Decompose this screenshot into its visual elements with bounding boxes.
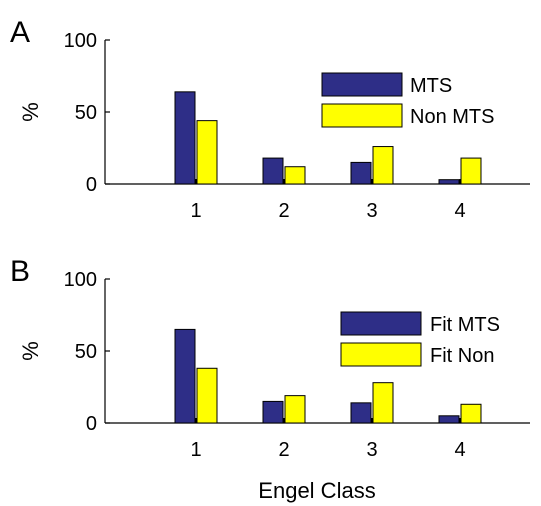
panel-1-legend-swatch [321, 72, 403, 97]
panel-2-bar-fit-non-3 [372, 382, 394, 424]
panel-1-letter: A [10, 16, 30, 49]
panel-2-letter: B [10, 255, 30, 288]
panel-1-x-tick-label: 2 [278, 200, 289, 222]
panel-1-y-tick-label: 0 [86, 174, 97, 196]
panel-2-bar-fit-mts-2 [262, 400, 284, 424]
panel-2-x-tick-label: 1 [190, 439, 201, 461]
panel-1-legend-swatch [321, 103, 403, 128]
panel-2-bar-fit-non-2 [284, 395, 306, 424]
panel-2-bar-fit-mts-4 [438, 415, 460, 424]
panel-2-bar-fit-mts-1 [174, 328, 196, 424]
panel-2-legend-swatch [340, 342, 422, 367]
panel-1-bar-non-mts-1 [196, 120, 218, 185]
panel-1-bar-non-mts-3 [372, 146, 394, 185]
panel-2-x-tick-label: 2 [278, 439, 289, 461]
panel-1-x-tick-label: 1 [190, 200, 201, 222]
panel-2-bar-fit-mts-3 [350, 402, 372, 424]
panel-2-legend-swatch [340, 311, 422, 336]
panel-1-bar-non-mts-2 [284, 166, 306, 185]
panel-1-y-tick-label: 50 [75, 102, 97, 124]
panel-2-x-axis-label: Engel Class [258, 478, 375, 503]
panel-1-bar-mts-3 [350, 161, 372, 185]
panel-1-bar-non-mts-4 [460, 157, 482, 185]
panel-2-legend-label: Fit Non [430, 345, 494, 367]
panel-2-y-tick-label: 100 [64, 269, 97, 291]
panel-2-y-tick-label: 0 [86, 413, 97, 435]
panel-2-bar-fit-non-1 [196, 367, 218, 424]
panel-1-bar-mts-2 [262, 157, 284, 185]
panel-1-legend-label: MTS [410, 75, 452, 97]
panel-2-y-axis-label: % [18, 341, 43, 361]
panel-2-bar-fit-non-4 [460, 403, 482, 424]
panel-2-y-tick-label: 50 [75, 341, 97, 363]
panel-1-y-tick-label: 100 [64, 30, 97, 52]
panel-1-bar-mts-1 [174, 91, 196, 185]
panel-2-x-tick-label: 3 [366, 439, 377, 461]
panel-1-y-axis-label: % [18, 102, 43, 122]
panel-1-x-tick-label: 3 [366, 200, 377, 222]
panel-1-bar-mts-4 [438, 179, 460, 185]
panel-1-legend-label: Non MTS [410, 106, 494, 128]
panel-2-x-tick-label: 4 [454, 439, 465, 461]
panel-2-legend-label: Fit MTS [430, 314, 500, 336]
panel-1-x-tick-label: 4 [454, 200, 465, 222]
